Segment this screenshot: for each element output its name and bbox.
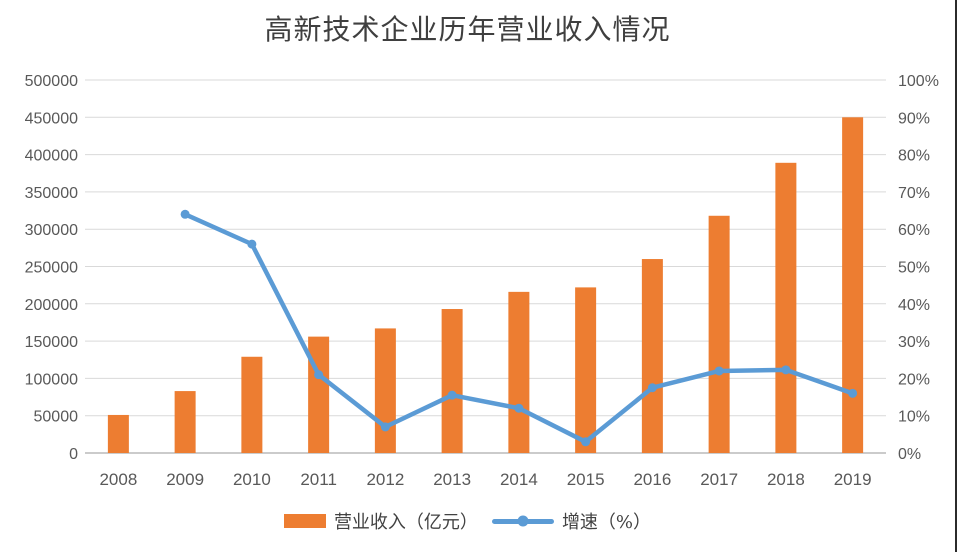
data-point-marker [647, 383, 657, 393]
x-axis-tick-label: 2019 [834, 470, 872, 489]
x-axis-tick-label: 2011 [300, 470, 337, 489]
data-point-marker [581, 437, 591, 447]
y2-axis-tick-label: 60% [898, 222, 930, 239]
legend-label-revenue: 营业收入（亿元） [333, 512, 478, 533]
bar-2018 [775, 162, 797, 453]
y-axis-tick-label: 200000 [25, 297, 78, 314]
y2-axis-tick-label: 100% [898, 73, 939, 90]
x-axis-tick-label: 2018 [767, 470, 805, 489]
x-axis-tick-label: 2017 [700, 470, 738, 489]
x-axis-tick-label: 2015 [567, 470, 605, 489]
y-axis-tick-label: 450000 [25, 110, 78, 127]
legend-label-growth: 增速（%） [561, 512, 652, 533]
data-point-marker [848, 388, 858, 398]
line-swatch-icon [491, 515, 554, 527]
x-axis-tick-label: 2010 [233, 470, 271, 489]
y2-axis-tick-label: 90% [898, 110, 930, 127]
bar-2013 [441, 309, 463, 453]
bar-2015 [575, 287, 597, 453]
legend-item-revenue: 营业收入（亿元） [283, 508, 478, 534]
data-point-marker [314, 370, 324, 380]
bar-2012 [374, 328, 396, 453]
y-axis-tick-label: 100000 [25, 371, 78, 388]
data-point-marker [714, 366, 724, 376]
y2-axis-tick-label: 40% [898, 297, 930, 314]
data-point-marker [380, 422, 390, 432]
x-axis-tick-label: 2013 [433, 470, 471, 489]
x-axis-tick-label: 2012 [366, 470, 404, 489]
y-axis-tick-label: 150000 [25, 334, 78, 351]
data-point-marker [514, 403, 524, 413]
y-axis-tick-label: 0 [69, 446, 78, 463]
y2-axis-tick-label: 10% [898, 409, 930, 426]
bar-2019 [842, 117, 864, 454]
bar-2014 [508, 291, 530, 453]
x-axis-tick-label: 2009 [166, 470, 204, 489]
y2-axis-tick-label: 80% [898, 148, 930, 165]
x-axis-tick-label: 2008 [99, 470, 137, 489]
right-edge-line [955, 0, 957, 552]
y-axis-tick-label: 300000 [25, 222, 78, 239]
legend-item-growth: 增速（%） [491, 508, 652, 534]
legend: 营业收入（亿元） 增速（%） [0, 508, 935, 534]
y2-axis-tick-label: 20% [898, 371, 930, 388]
data-point-marker [447, 390, 457, 400]
chart-title: 高新技术企业历年营业收入情况 [264, 13, 671, 46]
data-point-marker [247, 239, 257, 249]
y-axis-tick-label: 400000 [25, 148, 78, 165]
y-axis-tick-label: 500000 [25, 73, 78, 90]
x-axis-tick-label: 2016 [633, 470, 671, 489]
bar-swatch-icon [283, 514, 326, 528]
x-axis-tick-label: 2014 [500, 470, 538, 489]
line-marker-icon [517, 515, 529, 527]
y2-axis-tick-label: 0% [898, 446, 921, 463]
data-point-marker [180, 209, 190, 219]
y2-axis-tick-label: 70% [898, 185, 930, 202]
y2-axis-tick-label: 50% [898, 260, 930, 277]
bar-2010 [241, 356, 263, 453]
bar-2008 [107, 414, 129, 453]
y2-axis-tick-label: 30% [898, 334, 930, 351]
y-axis-tick-label: 50000 [34, 409, 79, 426]
bar-2011 [308, 336, 330, 453]
y-axis-tick-label: 250000 [25, 260, 78, 277]
data-point-marker [781, 365, 791, 375]
bar-2017 [708, 215, 730, 453]
bar-2016 [641, 259, 663, 453]
y-axis-tick-label: 350000 [25, 185, 78, 202]
bar-2009 [174, 391, 196, 453]
